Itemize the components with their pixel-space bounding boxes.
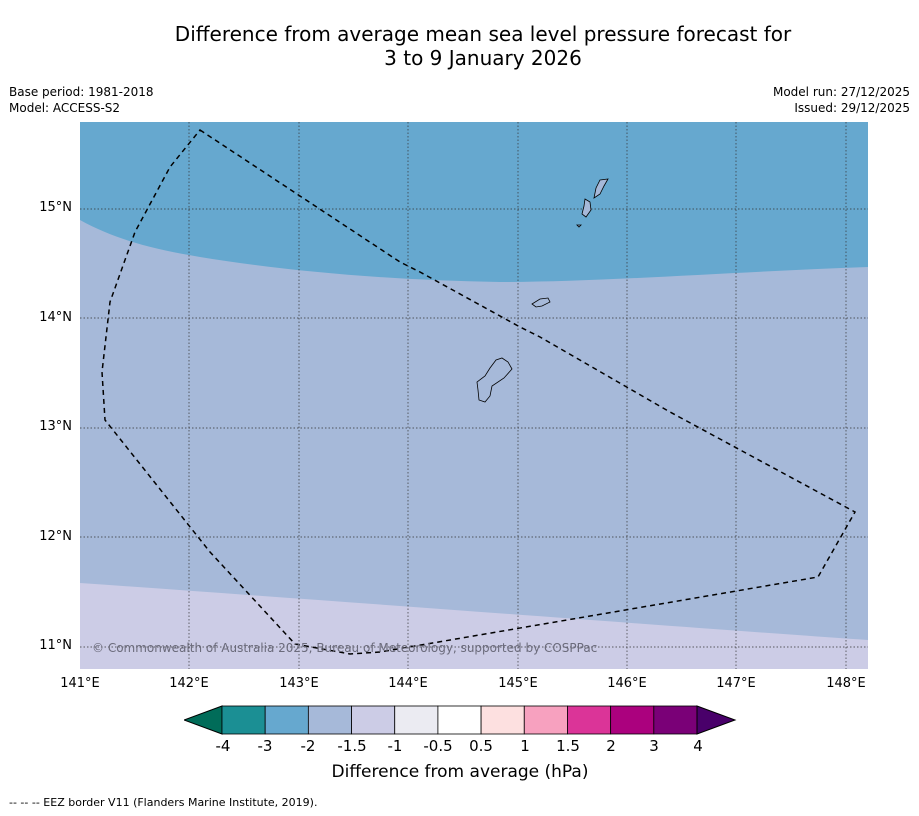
lon-label-146: 146°E xyxy=(607,676,647,691)
lat-label-13: 13°N xyxy=(39,419,72,434)
pressure-map: © Commonwealth of Australia 2025, Bureau… xyxy=(80,122,868,669)
colorbar-cells xyxy=(221,705,698,735)
islands xyxy=(476,178,609,403)
island-aguijan xyxy=(576,224,582,228)
base-period: Base period: 1981-2018 xyxy=(9,85,154,99)
lat-label-12: 12°N xyxy=(39,529,72,544)
title-line-1: Difference from average mean sea level p… xyxy=(174,22,792,46)
colorbar-tick: 2 xyxy=(606,737,616,755)
lon-label-143: 143°E xyxy=(279,676,319,691)
issued-date: Issued: 29/12/2025 xyxy=(794,101,910,115)
region-band-minus3 xyxy=(80,122,868,282)
lon-label-148: 148°E xyxy=(826,676,866,691)
colorbar-cell xyxy=(480,705,525,735)
colorbar-cell xyxy=(437,705,482,735)
map-canvas xyxy=(80,122,868,669)
lat-label-11: 11°N xyxy=(39,638,72,653)
colorbar-tick: -2 xyxy=(300,737,316,755)
colorbar-cell xyxy=(264,705,309,735)
model-name: Model: ACCESS-S2 xyxy=(9,101,121,115)
colorbar-tick: -4 xyxy=(215,737,231,755)
island-guam xyxy=(476,357,513,403)
colorbar-tick: 0.5 xyxy=(469,737,493,755)
colorbar-under-triangle xyxy=(184,705,223,735)
lon-label-147: 147°E xyxy=(716,676,756,691)
lon-label-145: 145°E xyxy=(498,676,538,691)
colorbar-tick: -1.5 xyxy=(337,737,367,755)
colorbar xyxy=(184,705,737,735)
colorbar-cell xyxy=(610,705,655,735)
colorbar-tick: -3 xyxy=(257,737,273,755)
colorbar-cell xyxy=(394,705,439,735)
island-tinian xyxy=(581,198,592,218)
metadata-left: Base period: 1981-2018 Model: ACCESS-S2 xyxy=(9,84,154,116)
island-saipan xyxy=(593,178,609,199)
lon-label-144: 144°E xyxy=(388,676,428,691)
title-line-2: 3 to 9 January 2026 xyxy=(384,46,582,70)
colorbar-cell xyxy=(523,705,568,735)
island-rota xyxy=(531,297,551,308)
lon-label-141: 141°E xyxy=(60,676,100,691)
colorbar-tick: 3 xyxy=(649,737,659,755)
eez-legend-note: -- -- -- EEZ border V11 (Flanders Marine… xyxy=(9,796,318,809)
lat-label-14: 14°N xyxy=(39,310,72,325)
colorbar-tick: 4 xyxy=(693,737,703,755)
metadata-right: Model run: 27/12/2025 Issued: 29/12/2025 xyxy=(773,84,910,116)
lat-label-15: 15°N xyxy=(39,200,72,215)
colorbar-tick: 1.5 xyxy=(556,737,580,755)
copyright-watermark: © Commonwealth of Australia 2025, Bureau… xyxy=(92,641,598,655)
colorbar-cell xyxy=(351,705,396,735)
colorbar-over-triangle xyxy=(696,705,737,735)
colorbar-cell xyxy=(221,705,266,735)
colorbar-tick: -0.5 xyxy=(423,737,453,755)
colorbar-label: Difference from average (hPa) xyxy=(331,762,589,782)
map-title: Difference from average mean sea level p… xyxy=(0,22,919,70)
lon-label-142: 142°E xyxy=(169,676,209,691)
colorbar-tick: 1 xyxy=(520,737,530,755)
colorbar-cell xyxy=(307,705,352,735)
model-run: Model run: 27/12/2025 xyxy=(772,85,910,99)
graticule xyxy=(80,122,868,669)
colorbar-cell xyxy=(567,705,612,735)
colorbar-tick: -1 xyxy=(387,737,403,755)
colorbar-cell xyxy=(653,705,698,735)
